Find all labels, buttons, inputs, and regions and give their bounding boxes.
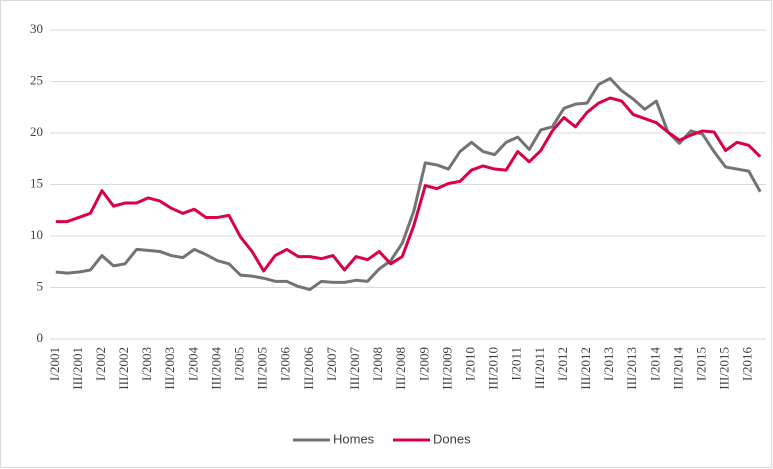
- x-tick-label: III/2015: [717, 347, 732, 390]
- x-tick-label: III/2011: [532, 347, 547, 389]
- x-tick-label: III/2004: [208, 347, 223, 390]
- y-tick-label: 10: [30, 227, 43, 242]
- y-tick-label: 20: [30, 124, 43, 139]
- series-line: [55, 96, 762, 273]
- y-tick-label: 30: [30, 21, 43, 36]
- x-tick-label: III/2005: [255, 347, 270, 390]
- x-tick-label: III/2010: [486, 347, 501, 390]
- x-tick-label: I/2016: [740, 347, 755, 381]
- x-tick-label: I/2013: [601, 347, 616, 381]
- x-tick-label: III/2003: [162, 347, 177, 390]
- x-tick-label: III/2009: [439, 347, 454, 390]
- x-tick-label: III/2001: [70, 347, 85, 390]
- x-tick-label: III/2007: [347, 347, 362, 390]
- x-tick-label: I/2006: [278, 347, 293, 381]
- y-tick-label: 0: [37, 330, 44, 345]
- y-tick-label: 5: [37, 278, 44, 293]
- x-tick-label: I/2007: [324, 347, 339, 381]
- series-line: [55, 76, 762, 292]
- x-tick-label: I/2009: [416, 347, 431, 381]
- x-tick-label: I/2004: [185, 347, 200, 381]
- x-tick-label: I/2001: [47, 347, 62, 381]
- x-tick-label: III/2014: [670, 347, 685, 390]
- x-tick-label: I/2003: [139, 347, 154, 381]
- x-tick-label: I/2012: [555, 347, 570, 381]
- legend-label: Dones: [433, 431, 471, 446]
- y-tick-label: 25: [30, 72, 43, 87]
- y-tick-label: 15: [30, 175, 43, 190]
- x-tick-label: I/2014: [647, 347, 662, 381]
- x-tick-label: III/2006: [301, 347, 316, 390]
- x-tick-label: I/2008: [370, 347, 385, 381]
- x-tick-label: I/2015: [693, 347, 708, 381]
- x-tick-label: III/2002: [116, 347, 131, 390]
- x-tick-label: III/2008: [393, 347, 408, 390]
- x-tick-label: I/2005: [232, 347, 247, 381]
- x-tick-label: I/2010: [463, 347, 478, 381]
- x-tick-label: I/2002: [93, 347, 108, 381]
- legend-label: Homes: [333, 431, 375, 446]
- x-tick-label: III/2012: [578, 347, 593, 390]
- x-tick-label: III/2013: [624, 347, 639, 390]
- x-tick-label: I/2011: [509, 347, 524, 380]
